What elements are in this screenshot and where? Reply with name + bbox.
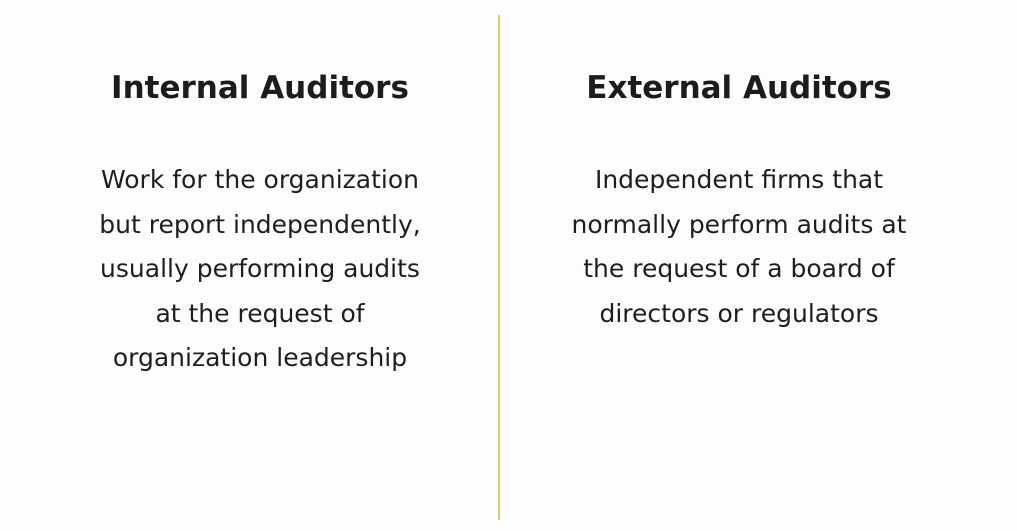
external-auditors-heading: External Auditors	[586, 70, 892, 106]
internal-auditors-description: Work for the organization but report ind…	[40, 158, 480, 381]
description-line: but report independently,	[99, 209, 421, 239]
description-line: normally perform audits at	[571, 209, 907, 239]
description-line: usually performing audits	[100, 254, 420, 283]
description-line: at the request of	[155, 298, 365, 328]
external-auditors-description: Independent firms that normally perform …	[519, 158, 959, 336]
vertical-divider	[498, 15, 500, 520]
description-line: directors or regulators	[599, 298, 879, 328]
description-line: the request of a board of	[583, 254, 895, 283]
description-line: Independent firms that	[594, 165, 884, 194]
description-line: organization leadership	[112, 343, 408, 372]
description-line: Work for the organization	[101, 165, 419, 194]
internal-auditors-heading: Internal Auditors	[111, 70, 409, 106]
